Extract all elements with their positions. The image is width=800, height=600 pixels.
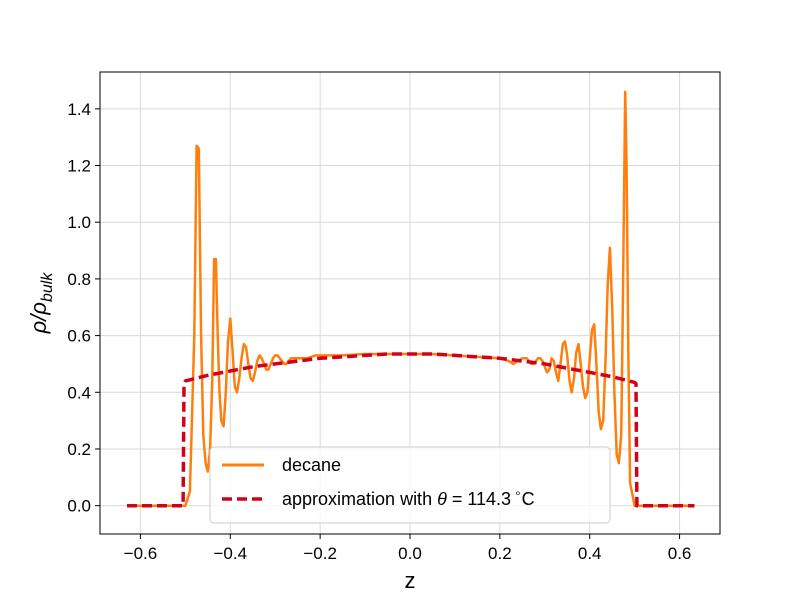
legend-label-approximation: approximation with θ = 114.3 ∘C xyxy=(282,486,535,509)
x-tick-label: 0.6 xyxy=(668,544,692,563)
series-line-decane xyxy=(127,90,695,507)
y-axis-ticks: 0.0 0.2 0.4 0.6 0.8 1.0 1.2 1.4 xyxy=(67,100,100,516)
y-tick-label: 0.4 xyxy=(67,383,91,402)
y-axis-label-base: ρ/ρ xyxy=(26,302,51,334)
y-axis-label-subscript: bulk xyxy=(39,272,56,302)
legend: decane approximation with θ = 114.3 ∘C xyxy=(209,446,611,524)
x-axis-ticks: −0.6 −0.4 −0.2 0.0 0.2 0.4 0.6 xyxy=(124,534,692,563)
x-axis-label: z xyxy=(405,568,416,593)
y-axis-label: ρ/ρbulk xyxy=(26,272,56,335)
y-tick-label: 1.4 xyxy=(67,100,91,119)
legend-label-decane: decane xyxy=(282,455,341,475)
x-tick-label: −0.2 xyxy=(303,544,337,563)
series-layer xyxy=(127,90,695,508)
x-tick-label: 0.0 xyxy=(398,544,422,563)
y-tick-label: 0.8 xyxy=(67,270,91,289)
y-tick-label: 0.2 xyxy=(67,440,91,459)
series-line-approximation xyxy=(127,352,695,508)
x-tick-label: 0.4 xyxy=(578,544,602,563)
y-tick-label: 0.0 xyxy=(67,497,91,516)
svg-text:ρ/ρbulk: ρ/ρbulk xyxy=(26,272,56,335)
y-tick-label: 1.0 xyxy=(67,213,91,232)
y-tick-label: 0.6 xyxy=(67,327,91,346)
x-tick-label: 0.2 xyxy=(488,544,512,563)
x-tick-label: −0.6 xyxy=(124,544,158,563)
x-tick-label: −0.4 xyxy=(214,544,248,563)
legend-box xyxy=(209,446,611,524)
y-tick-label: 1.2 xyxy=(67,157,91,176)
